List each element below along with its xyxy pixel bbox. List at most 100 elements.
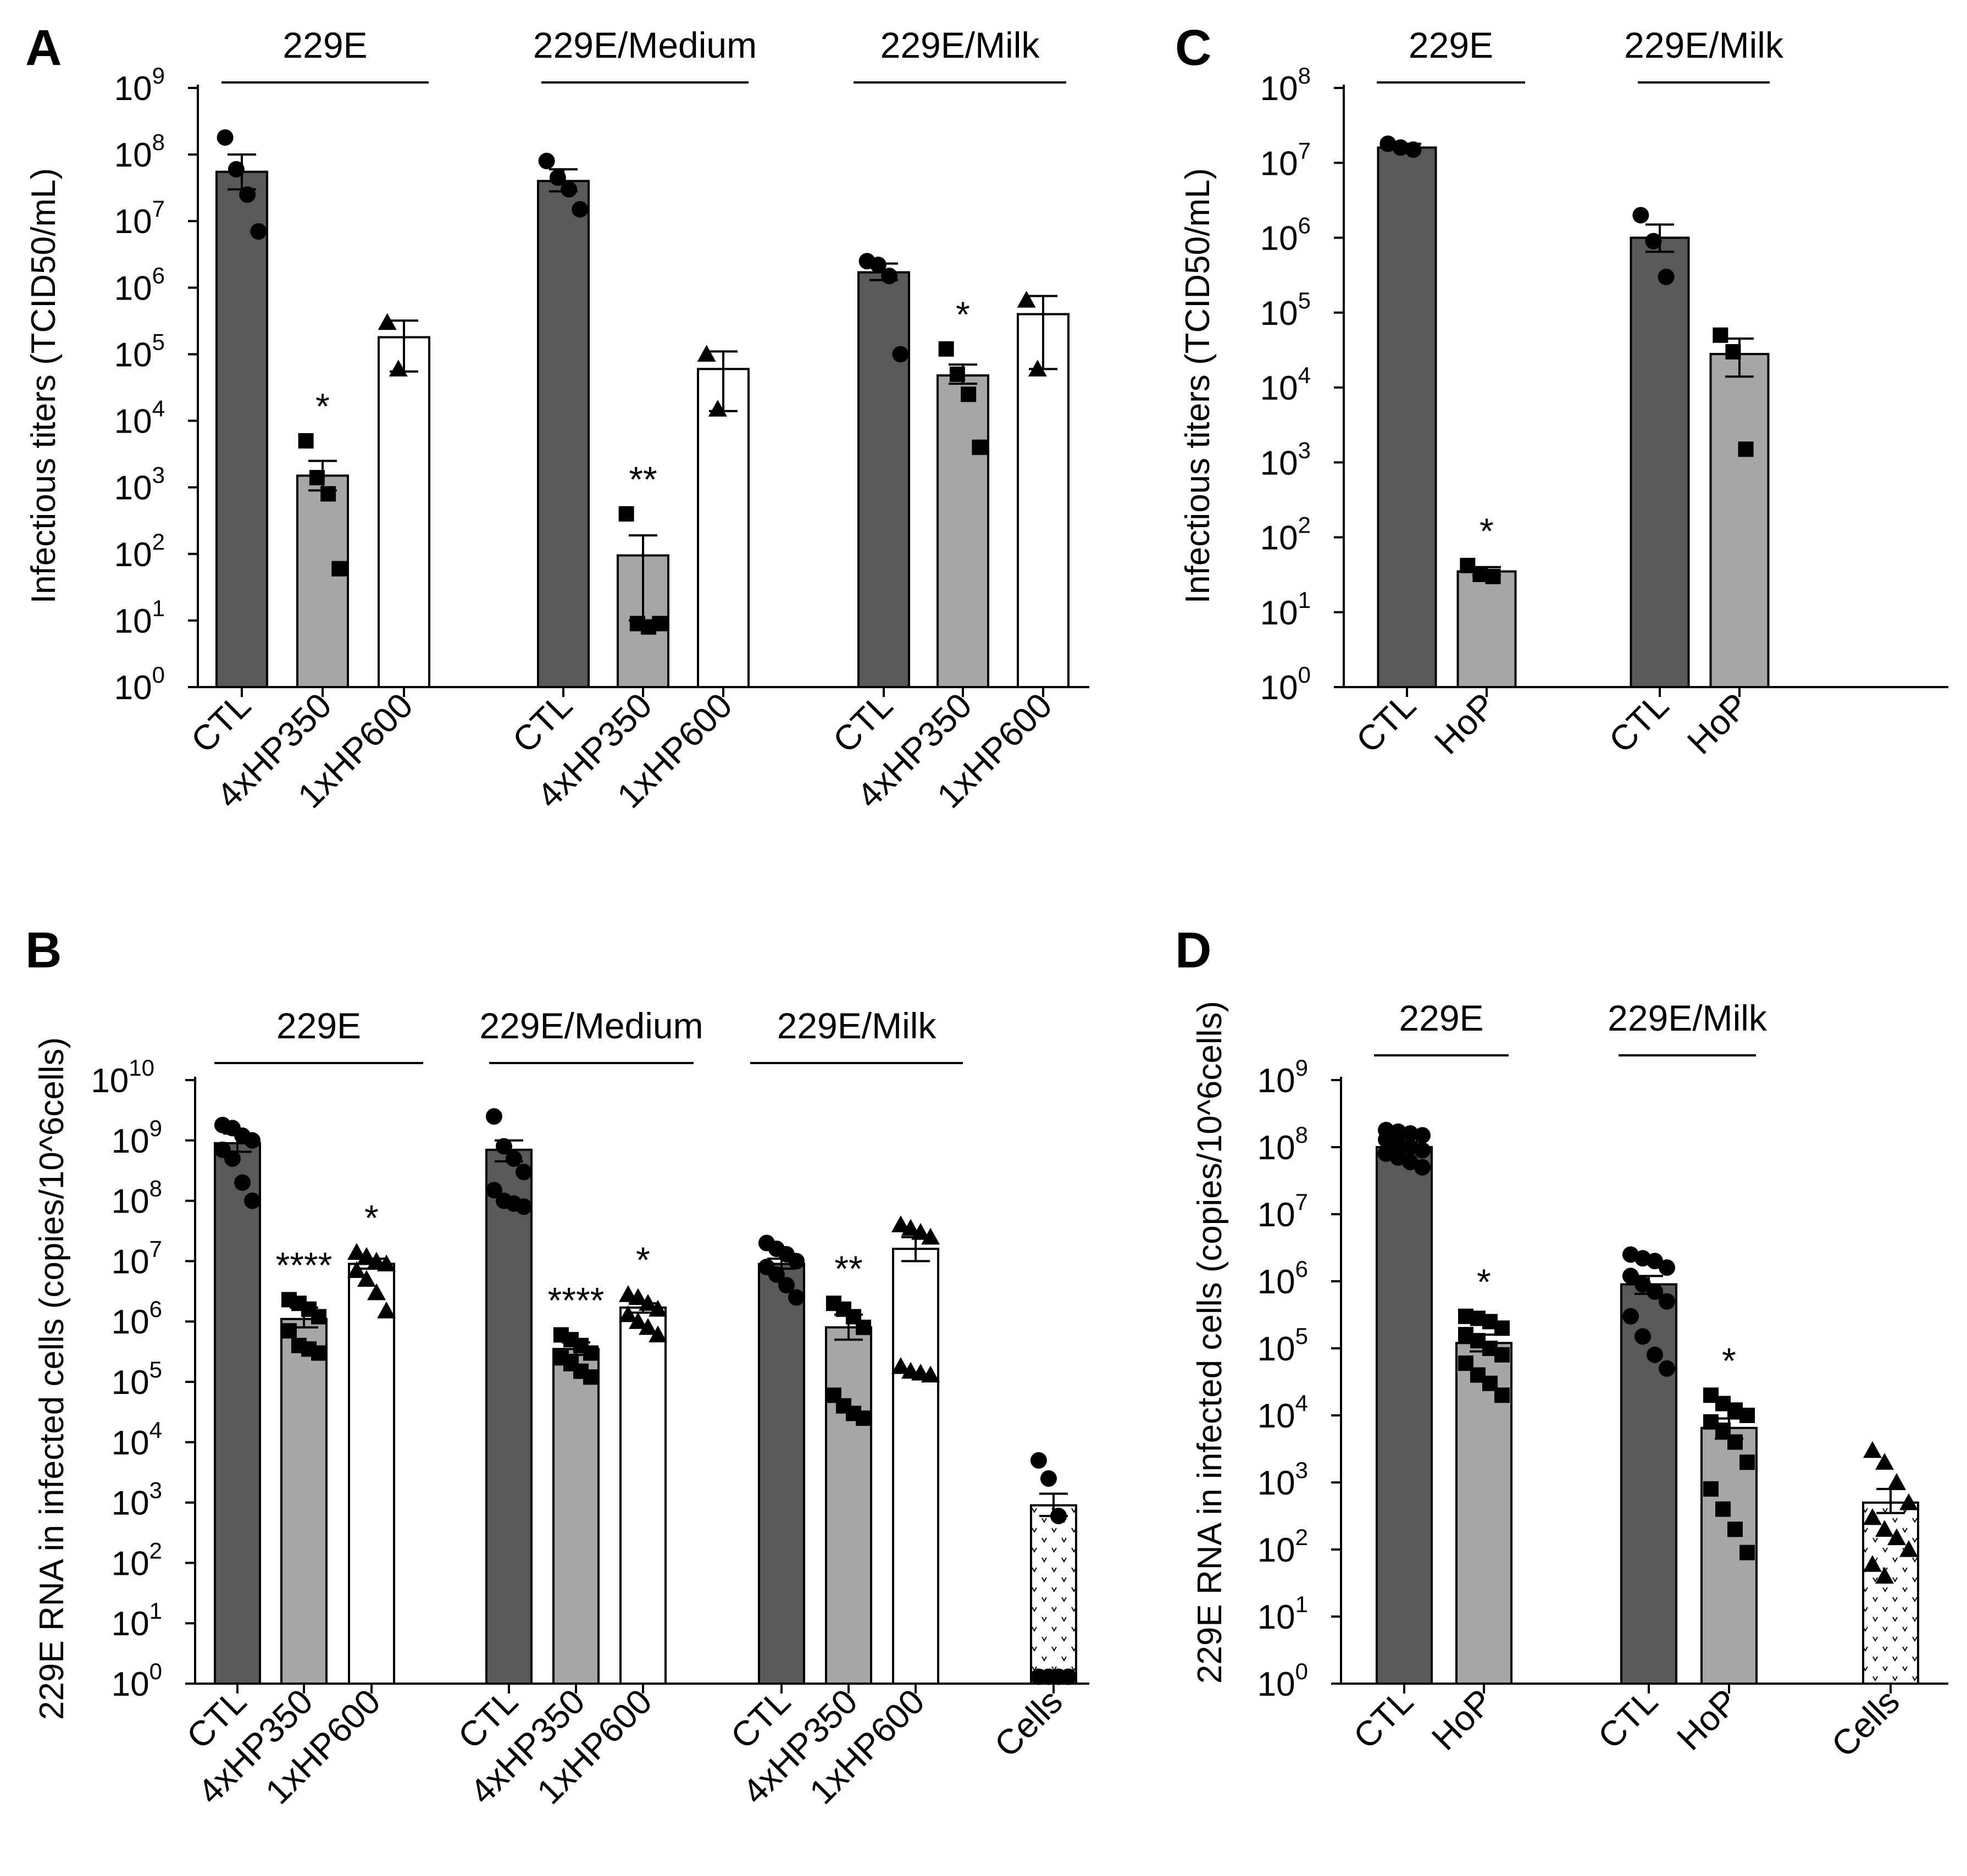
y-tick-label: 106 <box>112 1296 162 1341</box>
data-point <box>357 1270 376 1287</box>
data-point <box>1727 1434 1743 1450</box>
x-tick-label: HoP <box>1427 685 1503 762</box>
bar <box>825 1326 872 1685</box>
data-point <box>224 1150 241 1167</box>
data-point <box>628 1312 647 1329</box>
data-point <box>1739 1454 1755 1470</box>
data-point <box>538 152 555 169</box>
data-point <box>561 181 578 198</box>
data-point <box>1405 141 1422 158</box>
y-tick-label: 107 <box>114 196 165 241</box>
bar <box>892 1247 939 1685</box>
y-tick-label: 104 <box>112 1417 162 1462</box>
data-point <box>549 169 566 186</box>
data-point <box>639 1294 658 1311</box>
data-point <box>1739 1408 1755 1423</box>
data-point <box>1738 441 1754 457</box>
data-point <box>1899 1493 1918 1510</box>
data-point <box>1713 327 1728 343</box>
data-point <box>972 439 988 455</box>
y-tick-label: 102 <box>1257 1524 1308 1569</box>
data-point <box>485 1182 502 1199</box>
group-label: 229E/Milk <box>777 1005 937 1046</box>
data-point <box>244 1132 261 1149</box>
data-point <box>506 1150 523 1167</box>
y-tick-label: 104 <box>1257 1390 1308 1435</box>
data-point <box>228 161 245 178</box>
data-point <box>911 1223 930 1240</box>
bar <box>1456 570 1517 688</box>
data-point <box>1485 568 1501 584</box>
data-point <box>1863 1555 1882 1572</box>
data-point <box>639 1318 658 1335</box>
data-point <box>516 1198 533 1215</box>
data-point <box>892 346 909 363</box>
data-point <box>217 129 234 146</box>
y-tick-label: 105 <box>114 329 165 374</box>
data-point <box>1887 1473 1906 1490</box>
panel-b-ylabel: 229E RNA in infected cells (copies/10^6c… <box>33 1037 71 1720</box>
data-point <box>244 1192 261 1209</box>
y-tick-label: 100 <box>114 662 165 707</box>
data-point <box>628 1288 647 1305</box>
bar <box>937 374 989 688</box>
y-tick-label: 105 <box>1260 287 1311 333</box>
data-point <box>856 1319 872 1335</box>
y-tick-label: 101 <box>1260 587 1311 632</box>
bar <box>485 1148 533 1685</box>
significance-label: * <box>1480 511 1494 551</box>
y-tick-label: 100 <box>1260 662 1311 707</box>
bar <box>280 1318 328 1685</box>
data-point <box>697 345 716 362</box>
bar <box>1030 1504 1077 1685</box>
significance-label: * <box>956 294 970 335</box>
bar <box>378 336 430 688</box>
data-point <box>1017 290 1036 308</box>
data-point <box>1659 1293 1675 1310</box>
y-tick-label: 108 <box>114 129 165 174</box>
data-point <box>1739 1545 1755 1560</box>
y-tick-label: 103 <box>1257 1457 1308 1502</box>
data-point <box>1402 1125 1419 1142</box>
data-point <box>1875 1567 1894 1584</box>
bar <box>537 180 590 688</box>
bar <box>1630 236 1690 688</box>
y-tick-label: 101 <box>112 1598 162 1643</box>
data-point <box>1379 135 1397 152</box>
data-point <box>1659 1360 1675 1377</box>
data-point <box>583 1345 599 1361</box>
panel-a-chart: 100101102103104105106107108109229ECTL*4x… <box>114 25 1089 816</box>
data-point <box>1050 1507 1067 1524</box>
y-tick-label: 109 <box>1257 1055 1308 1100</box>
data-point <box>378 313 397 330</box>
data-point <box>1414 1127 1431 1144</box>
data-point <box>377 1254 396 1272</box>
group-label: 229E/Medium <box>533 25 757 65</box>
bar <box>552 1348 600 1685</box>
bar <box>1620 1283 1677 1685</box>
data-point <box>309 469 325 485</box>
data-point <box>652 616 668 632</box>
y-tick-label: 101 <box>114 595 165 640</box>
data-point <box>1414 1142 1431 1159</box>
data-point <box>891 1215 910 1232</box>
y-tick-label: 102 <box>114 529 165 574</box>
data-point <box>583 1369 599 1385</box>
data-point <box>572 201 589 218</box>
data-point <box>1658 268 1675 285</box>
y-tick-label: 107 <box>1260 137 1311 182</box>
data-point <box>495 1138 512 1155</box>
y-tick-label: 106 <box>1257 1256 1308 1301</box>
bar <box>697 368 750 688</box>
data-point <box>377 1301 396 1319</box>
data-point <box>239 186 256 203</box>
y-tick-label: 107 <box>112 1236 162 1281</box>
data-point <box>1028 359 1047 377</box>
x-tick-label: HoP <box>1680 685 1756 762</box>
data-point <box>311 1345 327 1361</box>
data-point <box>1725 344 1741 359</box>
significance-label: * <box>1477 1261 1491 1302</box>
y-tick-label: 105 <box>1257 1323 1308 1368</box>
data-point <box>1863 1508 1882 1525</box>
